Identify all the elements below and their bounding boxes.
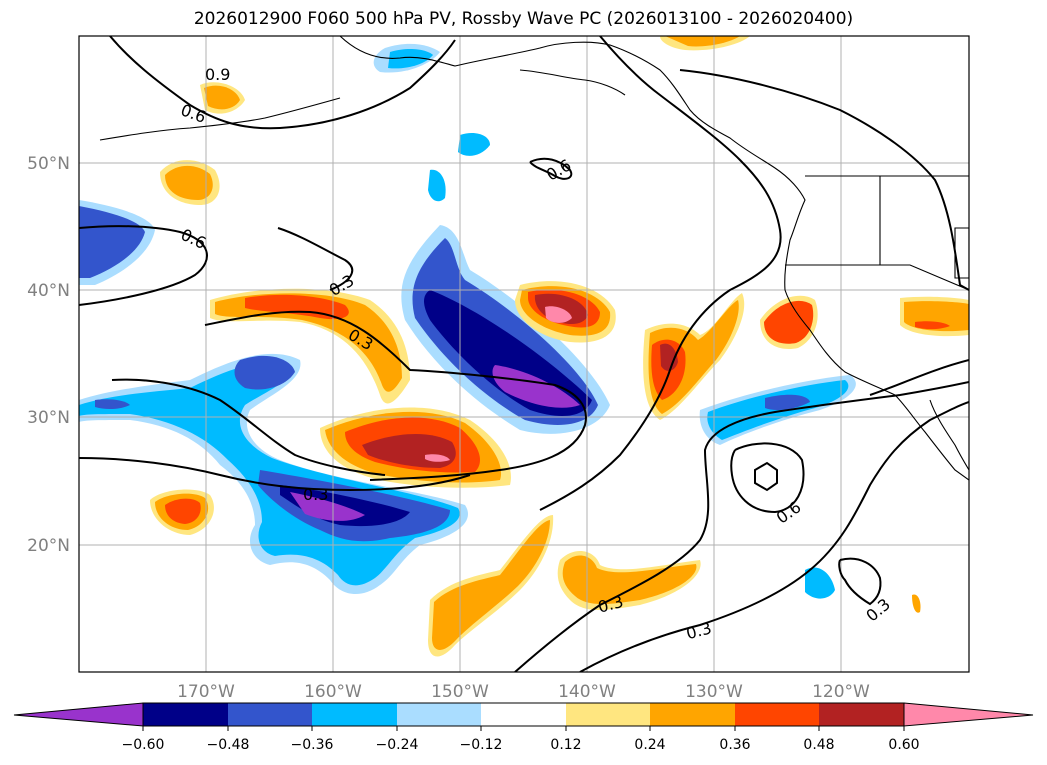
colorbar-bin [397,703,481,726]
colorbar-bin [143,703,228,726]
contour-label: 0.9 [205,65,230,84]
colorbar-tick-label: 0.48 [803,737,834,753]
coastlines [99,36,969,481]
colorbar-bin [819,703,904,726]
map-panel: 0.9 0.6 0.6 0.3 0.3 0.6 0.3 0.3 0.3 0.6 … [79,36,969,672]
colorbar-bin [650,703,735,726]
colorbar-tick-label: −0.24 [376,737,419,753]
colorbar-tick-label: 0.24 [634,737,665,753]
longitude-labels: 170°W 160°W 150°W 140°W 130°W 120°W [177,682,870,702]
colorbar-tick-label: 0.60 [888,737,919,753]
contour-label: 0.3 [303,485,328,504]
colorbar-extend-high [903,702,1034,727]
colorbar: −0.60 −0.48 −0.36 −0.24 −0.12 0.12 0.24 … [13,702,1034,753]
lon-label: 150°W [431,682,489,702]
latitude-labels: 50°N 40°N 30°N 20°N [27,154,70,556]
lat-label: 40°N [27,281,70,301]
colorbar-bin [566,703,650,726]
map-title: 2026012900 F060 500 hPa PV, Rossby Wave … [193,9,854,29]
lat-label: 20°N [27,536,70,556]
colorbar-tick-label: −0.48 [207,737,250,753]
map-frame [78,35,970,673]
graticule [79,36,969,672]
colorbar-tick-label: −0.12 [460,737,503,753]
contour-lines [79,36,969,672]
lon-label: 170°W [177,682,235,702]
colorbar-extend-low [13,702,144,727]
lat-label: 50°N [27,154,70,174]
colorbar-bin [481,703,566,726]
colorbar-bin [228,703,312,726]
lon-label: 140°W [558,682,616,702]
colorbar-bin [312,703,397,726]
colorbar-tick-label: 0.36 [719,737,750,753]
lon-label: 160°W [304,682,362,702]
colorbar-tick-label: −0.60 [122,737,165,753]
colorbar-tick-label: 0.12 [550,737,581,753]
colorbar-tick-label: −0.36 [291,737,334,753]
lat-label: 30°N [27,408,70,428]
lon-label: 120°W [812,682,870,702]
colorbar-bin [735,703,819,726]
lon-label: 130°W [685,682,743,702]
